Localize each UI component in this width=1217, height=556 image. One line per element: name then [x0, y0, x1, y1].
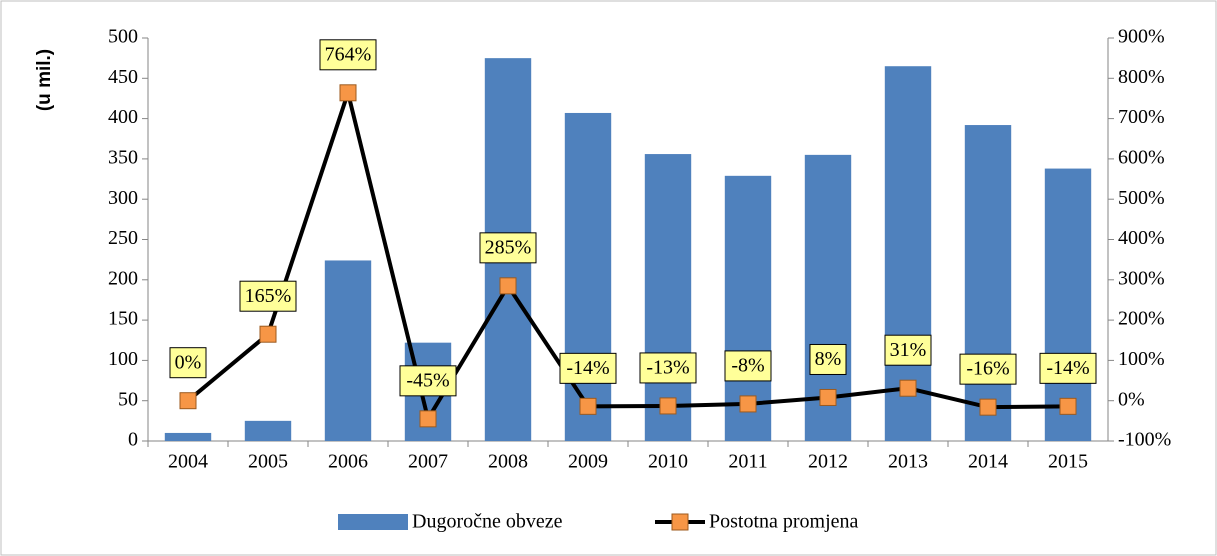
marker: [899, 379, 917, 397]
legend-marker: [671, 513, 689, 531]
data-label-box: [1039, 352, 1097, 384]
legend-label: Dugoročne obveze: [412, 511, 563, 533]
marker: [1059, 397, 1077, 415]
data-label: 31%: [890, 339, 927, 361]
data-label: 165%: [245, 285, 292, 307]
data-label: -14%: [566, 357, 609, 379]
x-tick-label: 2010: [648, 451, 688, 473]
line: [186, 90, 1069, 421]
y2-tick-label: 600%: [1118, 146, 1165, 168]
data-label: -13%: [646, 357, 689, 379]
y-tick-label: 0: [128, 429, 138, 451]
data-label: 8%: [815, 348, 842, 370]
y2-tick-label: 500%: [1118, 187, 1165, 209]
y-tick-label: 150: [108, 308, 138, 330]
y-tick-label: 500: [108, 26, 138, 48]
y2-tick-label: 300%: [1118, 267, 1165, 289]
marker: [739, 395, 757, 413]
y-tick-label: 250: [108, 227, 138, 249]
x-tick-label: 2007: [408, 451, 448, 473]
y2-tick-label: 800%: [1118, 66, 1165, 88]
data-label: 0%: [175, 351, 202, 373]
data-label-box: [239, 280, 297, 312]
marker: [339, 84, 357, 102]
bar: [884, 66, 932, 442]
y-tick-label: 50: [118, 388, 138, 410]
x-tick-label: 2015: [1048, 451, 1088, 473]
data-label: -45%: [406, 369, 449, 391]
data-label-box: [479, 232, 537, 264]
x-tick-label: 2005: [248, 451, 288, 473]
bar: [244, 420, 292, 441]
y-tick-label: 450: [108, 66, 138, 88]
y-tick-label: 200: [108, 267, 138, 289]
marker: [579, 397, 597, 415]
data-label: 764%: [325, 43, 372, 65]
data-label-box: [319, 39, 377, 71]
bar: [564, 112, 612, 441]
data-label-box: [884, 334, 932, 366]
y-tick-label: 300: [108, 187, 138, 209]
marker: [979, 398, 997, 416]
data-label-box: [399, 365, 457, 397]
marker: [419, 410, 437, 428]
y-tick-label: 350: [108, 146, 138, 168]
x-tick-label: 2006: [328, 451, 368, 473]
y-axis-label: (u mil.): [34, 49, 55, 111]
data-label-box: [169, 347, 207, 379]
x-tick-label: 2004: [168, 451, 208, 473]
bar: [1044, 168, 1092, 441]
x-tick-label: 2009: [568, 451, 608, 473]
bar: [644, 154, 692, 441]
bar: [164, 432, 212, 441]
x-tick-label: 2013: [888, 451, 928, 473]
y2-tick-label: -100%: [1118, 429, 1171, 451]
bar: [324, 260, 372, 441]
y2-tick-label: 700%: [1118, 106, 1165, 128]
marker: [179, 392, 197, 410]
data-label-box: [639, 352, 697, 384]
data-label: -16%: [966, 358, 1009, 380]
data-label-box: [559, 352, 617, 384]
y2-tick-label: 200%: [1118, 308, 1165, 330]
legend-swatch: [338, 514, 408, 530]
data-label: 285%: [485, 236, 532, 258]
x-tick-label: 2012: [808, 451, 848, 473]
data-label-box: [809, 343, 847, 375]
data-label-box: [724, 350, 772, 382]
y-tick-label: 100: [108, 348, 138, 370]
x-tick-label: 2011: [728, 451, 767, 473]
y2-tick-label: 100%: [1118, 348, 1165, 370]
marker: [259, 325, 277, 343]
bar: [964, 125, 1012, 441]
marker: [659, 397, 677, 415]
data-label: -14%: [1046, 357, 1089, 379]
y2-tick-label: 400%: [1118, 227, 1165, 249]
x-tick-label: 2014: [968, 451, 1008, 473]
marker: [499, 277, 517, 295]
marker: [819, 388, 837, 406]
legend-label: Postotna promjena: [709, 511, 859, 533]
x-tick-label: 2008: [488, 451, 528, 473]
data-label: -8%: [731, 355, 764, 377]
data-label-box: [959, 353, 1017, 385]
y-tick-label: 400: [108, 106, 138, 128]
y2-tick-label: 900%: [1118, 26, 1165, 48]
y2-tick-label: 0%: [1118, 388, 1145, 410]
